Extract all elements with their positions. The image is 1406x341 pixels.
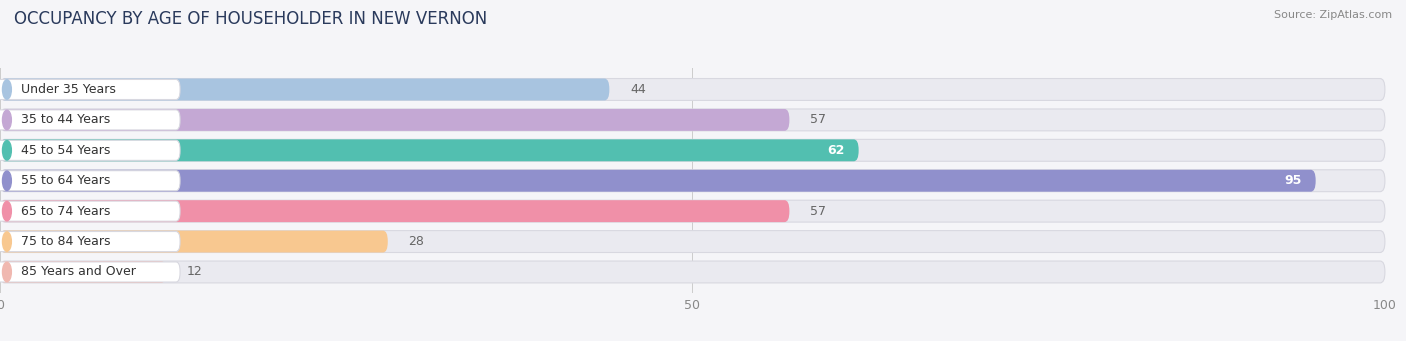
Text: 45 to 54 Years: 45 to 54 Years	[21, 144, 110, 157]
FancyBboxPatch shape	[0, 140, 180, 160]
FancyBboxPatch shape	[0, 200, 1385, 222]
Text: 57: 57	[810, 114, 827, 127]
Text: 35 to 44 Years: 35 to 44 Years	[21, 114, 110, 127]
FancyBboxPatch shape	[0, 261, 166, 283]
Text: Source: ZipAtlas.com: Source: ZipAtlas.com	[1274, 10, 1392, 20]
FancyBboxPatch shape	[0, 78, 609, 101]
FancyBboxPatch shape	[0, 231, 1385, 252]
Circle shape	[3, 262, 11, 282]
Text: 12: 12	[187, 266, 202, 279]
Circle shape	[3, 140, 11, 160]
FancyBboxPatch shape	[0, 232, 180, 252]
FancyBboxPatch shape	[0, 109, 789, 131]
Text: 85 Years and Over: 85 Years and Over	[21, 266, 135, 279]
Circle shape	[3, 232, 11, 251]
FancyBboxPatch shape	[0, 200, 789, 222]
Circle shape	[3, 80, 11, 99]
FancyBboxPatch shape	[0, 261, 1385, 283]
FancyBboxPatch shape	[0, 139, 859, 161]
FancyBboxPatch shape	[0, 171, 180, 191]
FancyBboxPatch shape	[0, 109, 1385, 131]
Text: 44: 44	[630, 83, 645, 96]
FancyBboxPatch shape	[0, 170, 1316, 192]
Text: 95: 95	[1285, 174, 1302, 187]
Text: 57: 57	[810, 205, 827, 218]
Circle shape	[3, 110, 11, 130]
FancyBboxPatch shape	[0, 139, 1385, 161]
Circle shape	[3, 202, 11, 221]
FancyBboxPatch shape	[0, 110, 180, 130]
Text: Under 35 Years: Under 35 Years	[21, 83, 115, 96]
FancyBboxPatch shape	[0, 231, 388, 252]
FancyBboxPatch shape	[0, 170, 1385, 192]
FancyBboxPatch shape	[0, 78, 1385, 101]
Text: 55 to 64 Years: 55 to 64 Years	[21, 174, 110, 187]
FancyBboxPatch shape	[0, 79, 180, 100]
FancyBboxPatch shape	[0, 262, 180, 282]
Text: 65 to 74 Years: 65 to 74 Years	[21, 205, 110, 218]
Circle shape	[3, 171, 11, 191]
Text: 75 to 84 Years: 75 to 84 Years	[21, 235, 110, 248]
Text: 28: 28	[409, 235, 425, 248]
Text: OCCUPANCY BY AGE OF HOUSEHOLDER IN NEW VERNON: OCCUPANCY BY AGE OF HOUSEHOLDER IN NEW V…	[14, 10, 488, 28]
Text: 62: 62	[827, 144, 845, 157]
FancyBboxPatch shape	[0, 201, 180, 221]
